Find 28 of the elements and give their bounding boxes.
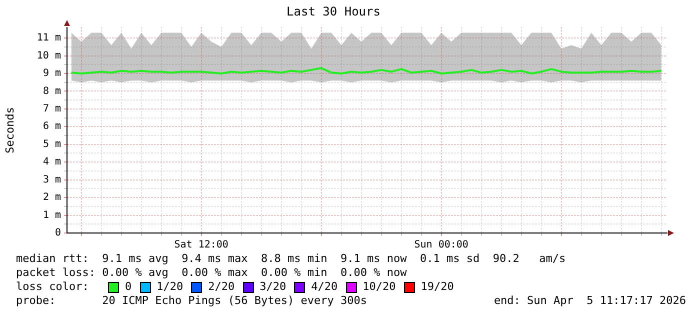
text: end: Sun Apr 5 11:17:17 2026 <box>494 294 686 308</box>
legend-label: 4/20 <box>311 280 338 294</box>
y-tick-label: 3 m <box>42 174 61 186</box>
legend-label: 19/20 <box>420 280 454 294</box>
text: packet loss: 0.00 % avg 0.00 % max 0.00 % min 0.00 % now <box>16 266 408 280</box>
legend-label: 0 <box>125 280 132 294</box>
y-axis-title: Seconds <box>3 107 16 154</box>
legend-title: loss color: <box>16 280 90 294</box>
text: median rtt: 9.1 ms avg 9.4 ms max 8.8 ms min 9.1 ms now 0.1 ms sd 90.2 am/s <box>16 252 567 266</box>
x-tick-label: Sun 00:00 <box>414 240 468 251</box>
y-tick-label: 10 m <box>36 50 61 62</box>
chart-title: Last 30 Hours <box>286 4 380 18</box>
y-tick-label: 4 m <box>42 156 61 168</box>
y-tick-label: 0 <box>54 228 61 239</box>
y-tick-label: 5 m <box>42 138 61 150</box>
legend-label: 2/20 <box>208 280 235 294</box>
y-tick-label: 9 m <box>42 68 61 80</box>
x-tick-label: Sat 12:00 <box>174 240 228 251</box>
y-tick-label: 2 m <box>42 192 61 204</box>
legend-label: 1/20 <box>156 280 184 294</box>
y-tick-label: 8 m <box>42 86 61 97</box>
y-tick-label: 1 m <box>42 210 61 221</box>
y-tick-label: 11 m <box>36 32 61 44</box>
y-tick-label: 6 m <box>42 121 61 132</box>
y-tick-label: 7 m <box>42 104 61 115</box>
legend-label: 3/20 <box>260 280 286 294</box>
legend-label: 10/20 <box>362 280 396 294</box>
text: probe: 20 ICMP Echo Pings (56 Bytes) every 300s <box>16 294 367 308</box>
